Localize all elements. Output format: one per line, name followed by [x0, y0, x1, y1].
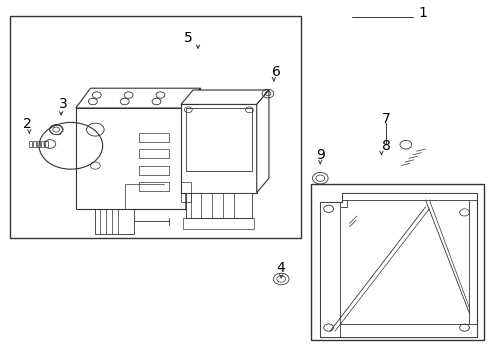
Bar: [139, 149, 168, 158]
Polygon shape: [329, 196, 468, 331]
Bar: [185, 193, 251, 218]
Bar: [29, 141, 32, 147]
Text: 2: 2: [22, 117, 31, 131]
Bar: [139, 182, 168, 191]
Bar: [139, 133, 168, 142]
Polygon shape: [256, 90, 268, 193]
Bar: [139, 166, 168, 175]
Bar: [181, 182, 190, 202]
Bar: [76, 108, 185, 209]
Bar: [185, 108, 251, 171]
Text: 4: 4: [276, 261, 285, 275]
Bar: [342, 193, 476, 200]
Bar: [310, 184, 483, 340]
Bar: [320, 324, 476, 337]
Text: 8: 8: [381, 139, 390, 153]
Text: 7: 7: [381, 112, 390, 126]
Polygon shape: [76, 88, 200, 108]
Text: 6: 6: [271, 65, 280, 79]
Bar: [181, 104, 256, 193]
Text: 5: 5: [183, 31, 192, 45]
Text: 3: 3: [59, 98, 68, 111]
Polygon shape: [185, 88, 200, 209]
Bar: [95, 209, 134, 234]
Bar: [33, 141, 36, 147]
Polygon shape: [181, 90, 268, 104]
Bar: [320, 202, 339, 337]
Bar: [10, 16, 300, 238]
Bar: [37, 141, 40, 147]
Bar: [183, 218, 254, 229]
Text: 9: 9: [315, 148, 324, 162]
Bar: [41, 141, 44, 147]
Text: 1: 1: [418, 6, 427, 19]
Polygon shape: [320, 193, 476, 337]
Bar: [45, 141, 48, 147]
